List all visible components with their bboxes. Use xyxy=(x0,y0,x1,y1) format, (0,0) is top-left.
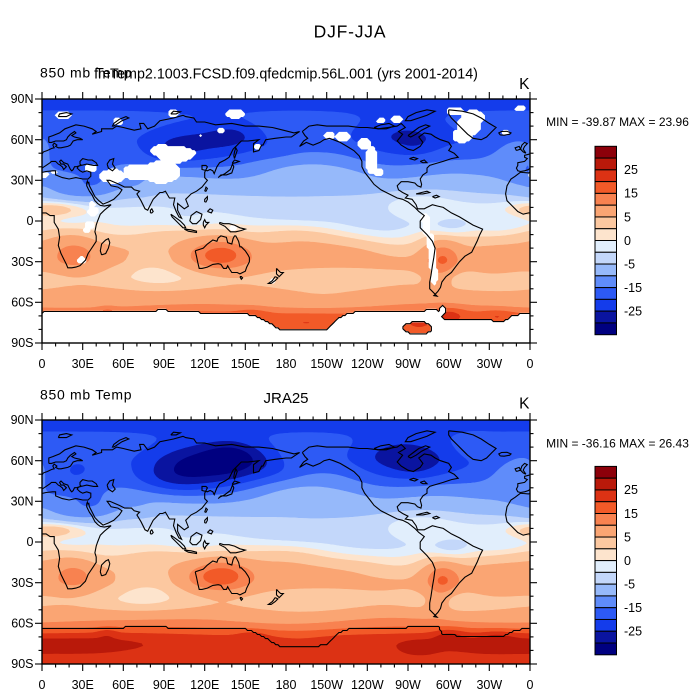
svg-text:90W: 90W xyxy=(395,678,421,692)
svg-text:-15: -15 xyxy=(624,601,642,615)
svg-text:90N: 90N xyxy=(11,92,34,106)
svg-text:60S: 60S xyxy=(11,617,33,631)
svg-text:90E: 90E xyxy=(153,678,175,692)
svg-text:0: 0 xyxy=(527,678,534,692)
svg-text:60W: 60W xyxy=(436,357,462,371)
svg-text:0: 0 xyxy=(624,234,631,248)
svg-text:0: 0 xyxy=(39,357,46,371)
svg-text:MIN = -39.87 MAX = 23.96: MIN = -39.87 MAX = 23.96 xyxy=(546,115,689,129)
svg-text:0: 0 xyxy=(527,357,534,371)
svg-text:850 mb Temp: 850 mb Temp xyxy=(40,65,132,81)
svg-text:-5: -5 xyxy=(624,257,635,271)
svg-text:0: 0 xyxy=(27,214,34,228)
svg-text:120W: 120W xyxy=(351,357,384,371)
svg-text:0: 0 xyxy=(27,535,34,549)
svg-text:-15: -15 xyxy=(624,281,642,295)
svg-text:-25: -25 xyxy=(624,625,642,639)
svg-text:60E: 60E xyxy=(112,678,134,692)
svg-text:K: K xyxy=(519,396,530,413)
svg-text:JRA25: JRA25 xyxy=(263,390,308,407)
svg-text:60W: 60W xyxy=(436,678,462,692)
svg-text:0: 0 xyxy=(624,554,631,568)
svg-text:60E: 60E xyxy=(112,357,134,371)
svg-text:120E: 120E xyxy=(190,678,219,692)
svg-text:30E: 30E xyxy=(72,357,94,371)
svg-text:30W: 30W xyxy=(476,678,502,692)
svg-text:0: 0 xyxy=(39,678,46,692)
svg-text:120W: 120W xyxy=(351,678,384,692)
svg-text:150W: 150W xyxy=(310,678,343,692)
svg-text:150E: 150E xyxy=(231,357,260,371)
svg-text:15: 15 xyxy=(624,507,638,521)
svg-text:5: 5 xyxy=(624,210,631,224)
svg-text:60S: 60S xyxy=(11,296,33,310)
svg-text:120E: 120E xyxy=(190,357,219,371)
svg-text:fmTemp2.1003.FCSD.f09.qfedcmip: fmTemp2.1003.FCSD.f09.qfedcmip.56L.001 (… xyxy=(94,67,478,83)
svg-text:180: 180 xyxy=(276,678,297,692)
svg-text:60N: 60N xyxy=(11,133,34,147)
svg-text:180: 180 xyxy=(276,357,297,371)
svg-text:30S: 30S xyxy=(11,576,33,590)
svg-text:150W: 150W xyxy=(310,357,343,371)
svg-text:5: 5 xyxy=(624,530,631,544)
svg-text:90W: 90W xyxy=(395,357,421,371)
svg-text:DJF-JJA: DJF-JJA xyxy=(314,22,387,42)
svg-text:-5: -5 xyxy=(624,577,635,591)
svg-text:90E: 90E xyxy=(153,357,175,371)
svg-text:K: K xyxy=(519,76,530,93)
svg-text:150E: 150E xyxy=(231,678,260,692)
svg-text:90S: 90S xyxy=(11,336,33,350)
svg-text:850 mb Temp: 850 mb Temp xyxy=(40,387,132,403)
svg-text:30W: 30W xyxy=(476,357,502,371)
svg-text:-25: -25 xyxy=(624,304,642,318)
svg-text:90S: 90S xyxy=(11,657,33,671)
svg-text:25: 25 xyxy=(624,163,638,177)
svg-text:60N: 60N xyxy=(11,454,34,468)
svg-text:MIN = -36.16 MAX = 26.43: MIN = -36.16 MAX = 26.43 xyxy=(546,437,689,451)
svg-text:30S: 30S xyxy=(11,255,33,269)
svg-text:30N: 30N xyxy=(11,495,34,509)
svg-text:15: 15 xyxy=(624,187,638,201)
svg-text:30E: 30E xyxy=(72,678,94,692)
svg-text:30N: 30N xyxy=(11,174,34,188)
svg-text:90N: 90N xyxy=(11,413,34,427)
svg-text:25: 25 xyxy=(624,483,638,497)
